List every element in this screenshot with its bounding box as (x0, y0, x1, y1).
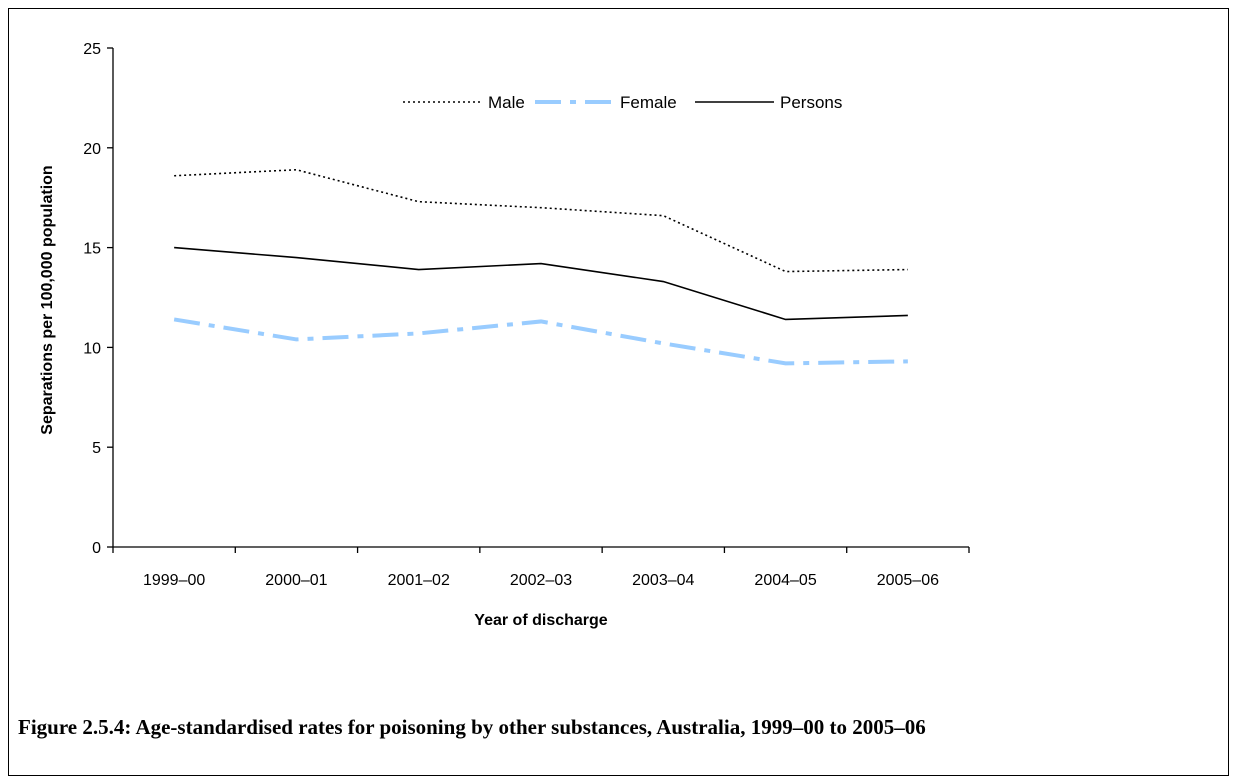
x-tick-label: 1999–00 (143, 572, 205, 589)
legend-label-male: Male (488, 93, 525, 112)
chart-axes: 0 5 10 15 20 25 1999–00 2000–01 2001–02 2002–03 20… (83, 41, 970, 589)
legend-label-female: Female (620, 93, 677, 112)
series-line-female (173, 317, 908, 366)
x-tick-label: 2003–04 (632, 572, 694, 589)
y-tick-label: 15 (83, 241, 101, 258)
y-tick-label: 5 (92, 440, 101, 457)
chart-series (173, 168, 908, 366)
x-tick-label: 2002–03 (510, 572, 572, 589)
y-tick-label: 25 (83, 41, 101, 58)
figure-caption: Figure 2.5.4: Age-standardised rates for… (18, 715, 926, 739)
x-axis-title: Year of discharge (474, 612, 607, 629)
legend-label-persons: Persons (780, 93, 842, 112)
x-tick-label: 2001–02 (388, 572, 450, 589)
series-line-male (174, 168, 908, 273)
x-tick-label: 2005–06 (877, 572, 939, 589)
x-tick-label: 2004–05 (754, 572, 816, 589)
figure-frame (8, 8, 1229, 776)
y-tick-label: 0 (92, 540, 101, 557)
y-tick-label: 20 (83, 141, 101, 158)
y-tick-label: 10 (83, 340, 101, 357)
x-tick-label: 2000–01 (265, 572, 327, 589)
series-line-persons (174, 246, 908, 321)
y-axis-title: Separations per 100,000 population (39, 165, 56, 434)
chart-legend: Male Female Persons (403, 93, 842, 112)
